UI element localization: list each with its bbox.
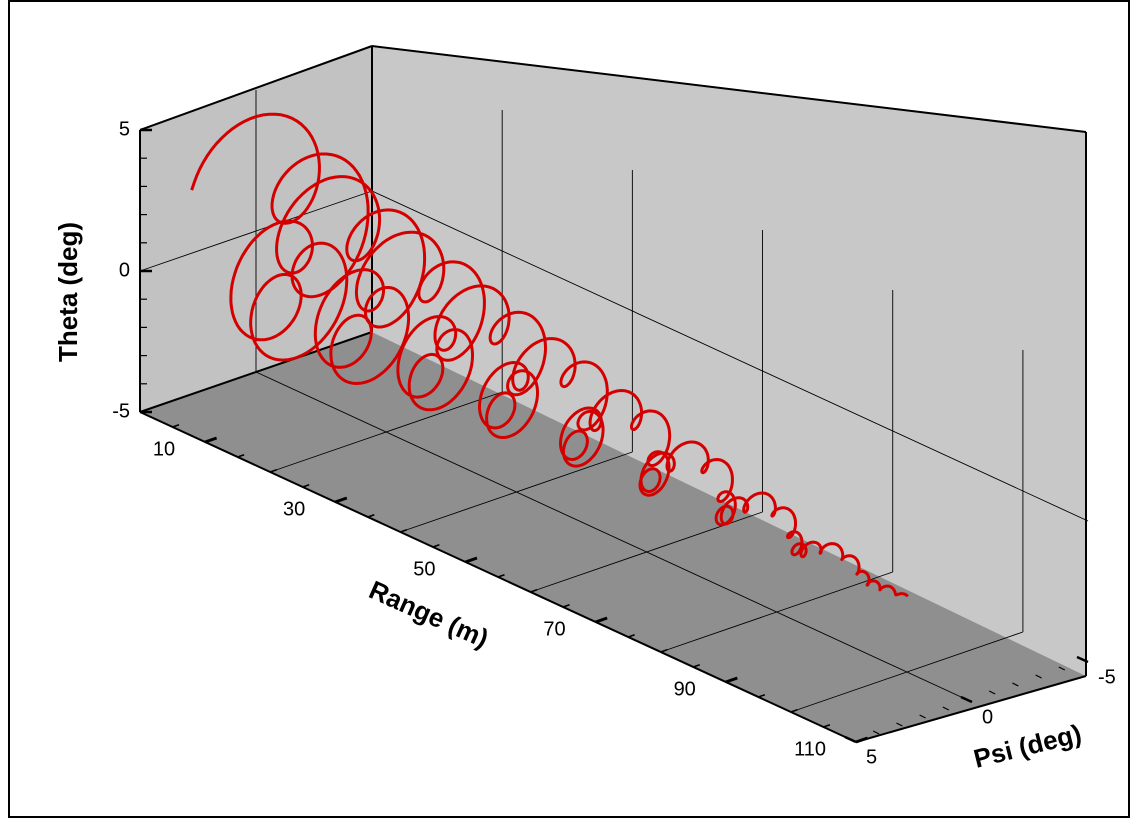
psi-tick-mark xyxy=(1058,666,1066,671)
psi-tick-mark xyxy=(896,722,903,727)
back-wall-grid-line xyxy=(371,190,1089,522)
psi-tick-mark xyxy=(1035,674,1042,679)
range-tick-mark xyxy=(790,709,798,713)
psi-tick-mark xyxy=(942,706,950,711)
range-axis-title: Range (m) xyxy=(365,575,493,654)
range-tick-mark xyxy=(464,556,478,564)
box-edge xyxy=(139,331,373,413)
range-tick-label: 50 xyxy=(413,558,435,580)
range-tick-mark xyxy=(172,424,180,428)
psi-tick-mark xyxy=(844,735,857,744)
range-tick-mark xyxy=(432,544,440,548)
range-tick-label: 110 xyxy=(794,738,826,760)
box-edge xyxy=(139,45,373,131)
range-tick-mark xyxy=(497,574,505,578)
box-edge xyxy=(855,675,1087,743)
range-tick-mark xyxy=(237,454,245,458)
psi-tick-mark xyxy=(1012,682,1019,687)
tick-marks xyxy=(139,128,1089,744)
range-tick-mark xyxy=(269,469,277,473)
range-tick-mark xyxy=(530,589,538,593)
range-tick-mark xyxy=(627,634,635,638)
theta-tick-label: 0 xyxy=(119,259,130,281)
theta-axis-title: Theta (deg) xyxy=(53,222,83,362)
floor-grid-line xyxy=(255,371,973,703)
psi-tick-label: 0 xyxy=(982,706,993,728)
psi-tick-mark xyxy=(988,690,996,695)
range-tick-mark xyxy=(334,496,348,504)
range-tick-mark xyxy=(660,649,668,653)
box-edge xyxy=(371,45,1087,133)
range-tick-mark xyxy=(855,736,869,744)
range-tick-mark xyxy=(367,514,375,518)
psi-tick-mark xyxy=(919,714,926,719)
range-tick-mark xyxy=(302,484,310,488)
theta-tick-label: -5 xyxy=(112,400,130,422)
range-tick-label: 30 xyxy=(283,498,305,520)
range-tick-mark xyxy=(562,604,570,608)
trajectory-series xyxy=(190,112,909,598)
chart-frame: 10 30 50 70 90 110 5 0 -5 -5 0 5 Theta (deg) Range … xyxy=(8,0,1130,818)
range-tick-mark xyxy=(400,529,408,533)
range-tick-label: 90 xyxy=(674,678,696,700)
psi-tick-label: 5 xyxy=(866,746,877,768)
range-tick-mark xyxy=(758,694,766,698)
psi-tick-label: -5 xyxy=(1098,666,1116,688)
grid-lines xyxy=(139,90,1089,713)
range-tick-label: 10 xyxy=(153,438,175,460)
psi-tick-mark xyxy=(872,730,880,735)
range-tick-label: 70 xyxy=(543,618,565,640)
range-tick-mark xyxy=(595,616,608,624)
range-tick-mark xyxy=(823,724,831,728)
range-tick-mark xyxy=(725,676,738,684)
psi-tick-mark xyxy=(1076,655,1089,664)
theta-tick-label: 5 xyxy=(119,118,130,140)
trajectory-line xyxy=(190,112,909,598)
range-tick-mark xyxy=(204,436,218,444)
range-tick-mark xyxy=(693,664,700,668)
psi-tick-mark xyxy=(960,695,973,704)
